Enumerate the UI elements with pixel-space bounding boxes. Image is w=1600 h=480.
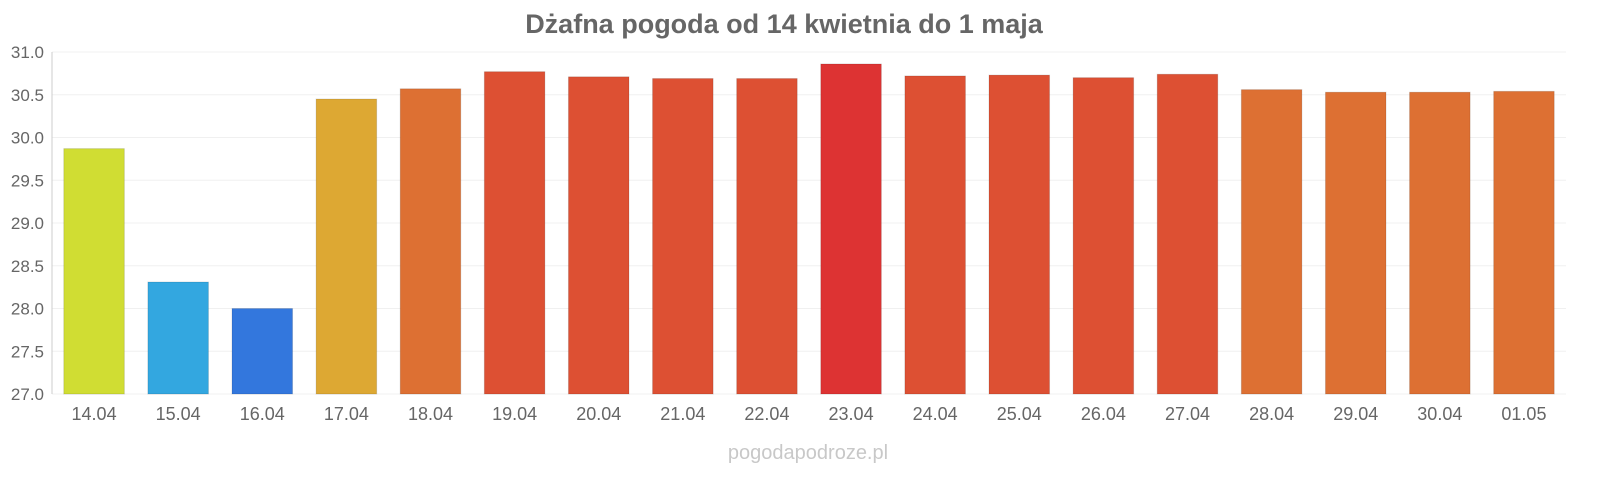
bars <box>63 63 1555 395</box>
x-tick-label: 15.04 <box>156 404 201 424</box>
x-tick-label: 28.04 <box>1249 404 1294 424</box>
grid-lines <box>52 51 1566 395</box>
x-tick-label: 25.04 <box>997 404 1042 424</box>
bar <box>567 76 630 395</box>
x-tick-label: 24.04 <box>913 404 958 424</box>
bar <box>1072 77 1135 395</box>
bar <box>1493 90 1555 395</box>
bar <box>1409 91 1471 395</box>
bar <box>147 281 209 395</box>
bar <box>231 308 294 395</box>
y-axis-ticks: 27.0 27.5 28.0 28.5 29.0 29.5 30.0 30.5 31.0 <box>11 43 44 404</box>
x-tick-label: 14.04 <box>72 404 117 424</box>
x-tick-label: 21.04 <box>660 404 705 424</box>
x-tick-label: 17.04 <box>324 404 369 424</box>
watermark: pogodapodroze.pl <box>728 442 888 464</box>
y-tick-label: 28.0 <box>11 300 44 319</box>
x-tick-label: 26.04 <box>1081 404 1126 424</box>
y-tick-label: 29.0 <box>11 214 44 233</box>
x-tick-label: 01.05 <box>1501 404 1546 424</box>
y-tick-label: 28.5 <box>11 257 44 276</box>
y-tick-label: 30.5 <box>11 86 44 105</box>
bar <box>63 148 125 395</box>
bar <box>904 75 966 395</box>
x-tick-label: 20.04 <box>576 404 621 424</box>
y-tick-label: 27.5 <box>11 342 44 361</box>
x-tick-label: 19.04 <box>492 404 537 424</box>
x-tick-label: 22.04 <box>744 404 789 424</box>
bar <box>315 98 378 395</box>
x-tick-label: 30.04 <box>1417 404 1462 424</box>
bar <box>736 78 798 395</box>
bar <box>1240 89 1303 395</box>
bar <box>988 74 1051 395</box>
bar <box>1156 73 1219 395</box>
y-tick-label: 31.0 <box>11 43 44 62</box>
bar <box>820 63 882 395</box>
bar <box>1324 91 1387 395</box>
y-tick-label: 30.0 <box>11 129 44 148</box>
y-tick-label: 29.5 <box>11 171 44 190</box>
x-tick-label: 27.04 <box>1165 404 1210 424</box>
bar <box>652 78 714 395</box>
x-tick-label: 29.04 <box>1333 404 1378 424</box>
x-axis-ticks: 14.04 15.04 16.04 17.04 18.04 19.04 20.04 21.04… <box>72 404 1547 424</box>
y-tick-label: 27.0 <box>11 385 44 404</box>
x-tick-label: 18.04 <box>408 404 453 424</box>
bar <box>399 88 462 395</box>
chart-title: Dżafna pogoda od 14 kwietnia do 1 maja <box>525 9 1044 39</box>
bar <box>483 71 546 395</box>
x-tick-label: 16.04 <box>240 404 285 424</box>
x-tick-label: 23.04 <box>829 404 874 424</box>
